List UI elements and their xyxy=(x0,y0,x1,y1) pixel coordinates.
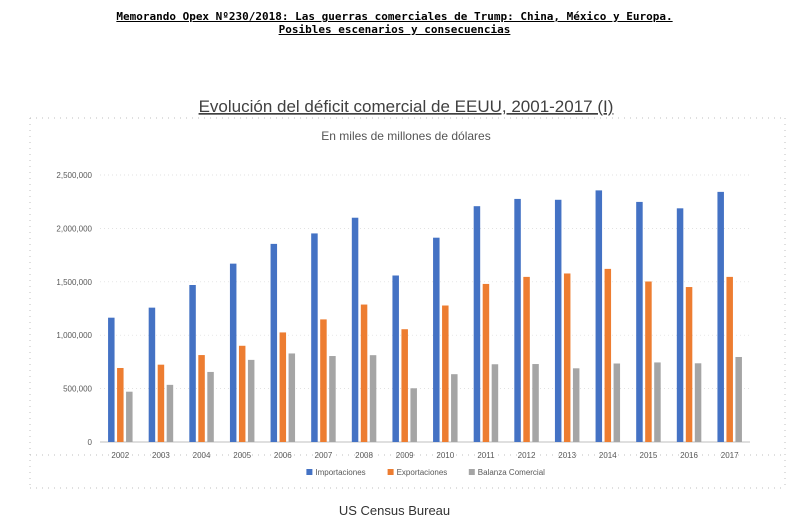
memo-title-line-1: Memorando Opex Nº230/2018: Las guerras c… xyxy=(116,10,673,23)
bar-importaciones-2012 xyxy=(514,198,521,442)
bar-balanza-comercial-2004 xyxy=(207,371,214,442)
x-tick-label: 2007 xyxy=(315,451,333,460)
bar-balanza-comercial-2009 xyxy=(410,388,417,442)
bar-importaciones-2004 xyxy=(189,285,196,442)
bar-importaciones-2017 xyxy=(717,191,724,442)
legend-swatch xyxy=(468,469,475,475)
bar-exportaciones-2011 xyxy=(482,283,490,442)
bar-balanza-comercial-2002 xyxy=(126,391,133,442)
bar-importaciones-2011 xyxy=(473,206,481,442)
x-tick-label: 2011 xyxy=(477,451,495,460)
bar-importaciones-2005 xyxy=(229,263,237,442)
y-tick-label: 500,000 xyxy=(63,385,92,394)
x-tick-label: 2008 xyxy=(355,451,373,460)
x-tick-label: 2002 xyxy=(111,451,129,460)
bar-balanza-comercial-2007 xyxy=(329,356,336,442)
legend-label: Balanza Comercial xyxy=(478,468,545,477)
bar-importaciones-2013 xyxy=(554,199,562,442)
bar-balanza-comercial-2010 xyxy=(451,374,458,442)
memo-title-line-2: Posibles escenarios y consecuencias xyxy=(278,23,511,36)
bar-exportaciones-2003 xyxy=(157,364,165,442)
bars xyxy=(108,190,742,442)
bar-exportaciones-2008 xyxy=(360,304,368,442)
legend: Importaciones Exportaciones Balanza Comerc… xyxy=(306,468,545,477)
bar-balanza-comercial-2015 xyxy=(654,362,661,442)
bar-importaciones-2016 xyxy=(676,208,684,442)
bar-exportaciones-2002 xyxy=(117,367,124,442)
bar-balanza-comercial-2012 xyxy=(532,364,539,442)
y-tick-label: 2,000,000 xyxy=(56,224,92,233)
bar-importaciones-2010 xyxy=(433,237,440,442)
legend-swatch xyxy=(387,469,394,475)
bar-importaciones-2007 xyxy=(311,233,318,442)
chart-subtitle: En miles de millones de dólares xyxy=(321,129,490,143)
x-tick-label: 2009 xyxy=(396,451,414,460)
x-tick-label: 2015 xyxy=(640,451,658,460)
bar-balanza-comercial-2013 xyxy=(572,368,580,442)
bar-exportaciones-2016 xyxy=(685,287,693,442)
bar-balanza-comercial-2017 xyxy=(735,356,742,442)
x-tick-label: 2004 xyxy=(193,451,211,460)
legend-label: Importaciones xyxy=(315,468,365,477)
bar-exportaciones-2004 xyxy=(198,355,205,442)
bar-importaciones-2008 xyxy=(351,217,359,442)
x-tick-label: 2017 xyxy=(721,451,739,460)
bar-exportaciones-2007 xyxy=(320,319,327,442)
legend-label: Exportaciones xyxy=(397,468,448,477)
x-tick-label: 2003 xyxy=(152,451,170,460)
bar-balanza-comercial-2014 xyxy=(613,363,621,442)
bar-importaciones-2003 xyxy=(148,307,156,442)
gridlines xyxy=(100,174,750,389)
memo-header: Memorando Opex Nº230/2018: Las guerras c… xyxy=(0,10,789,36)
bar-exportaciones-2017 xyxy=(726,276,733,442)
x-tick-label: 2010 xyxy=(436,451,454,460)
source-note: US Census Bureau xyxy=(338,503,451,518)
x-tick-label: 2005 xyxy=(233,451,251,460)
x-tick-label: 2012 xyxy=(518,451,536,460)
bar-exportaciones-2010 xyxy=(442,305,449,442)
x-tick-label: 2014 xyxy=(599,451,617,460)
y-tick-label: 0 xyxy=(88,438,93,447)
bar-importaciones-2002 xyxy=(108,317,115,442)
legend-swatch xyxy=(306,469,313,475)
bar-balanza-comercial-2016 xyxy=(694,363,702,442)
bar-importaciones-2015 xyxy=(636,201,643,442)
bar-importaciones-2006 xyxy=(270,243,278,442)
bar-exportaciones-2009 xyxy=(401,329,408,442)
bar-exportaciones-2005 xyxy=(238,345,246,442)
bar-balanza-comercial-2006 xyxy=(288,353,296,442)
y-tick-label: 1,000,000 xyxy=(56,331,92,340)
bar-exportaciones-2006 xyxy=(279,332,287,442)
bar-balanza-comercial-2003 xyxy=(166,384,174,442)
bar-balanza-comercial-2008 xyxy=(369,355,377,442)
x-tick-label: 2006 xyxy=(274,451,292,460)
bar-balanza-comercial-2011 xyxy=(491,364,499,442)
bar-exportaciones-2014 xyxy=(604,268,612,442)
bar-balanza-comercial-2005 xyxy=(247,359,255,442)
bar-importaciones-2014 xyxy=(595,190,603,442)
y-tick-label: 1,500,000 xyxy=(56,278,92,287)
chart-title: Evolución del déficit comercial de EEUU,… xyxy=(199,97,614,116)
bar-exportaciones-2015 xyxy=(645,281,652,442)
bar-importaciones-2009 xyxy=(392,275,399,442)
axes: 0 500,000 1,000,000 1,500,000 2,000,000 2,500… xyxy=(56,171,750,460)
bar-exportaciones-2013 xyxy=(563,273,571,442)
x-tick-label: 2013 xyxy=(558,451,576,460)
y-tick-label: 2,500,000 xyxy=(56,171,92,180)
bar-exportaciones-2012 xyxy=(523,276,530,442)
x-tick-label: 2016 xyxy=(680,451,698,460)
